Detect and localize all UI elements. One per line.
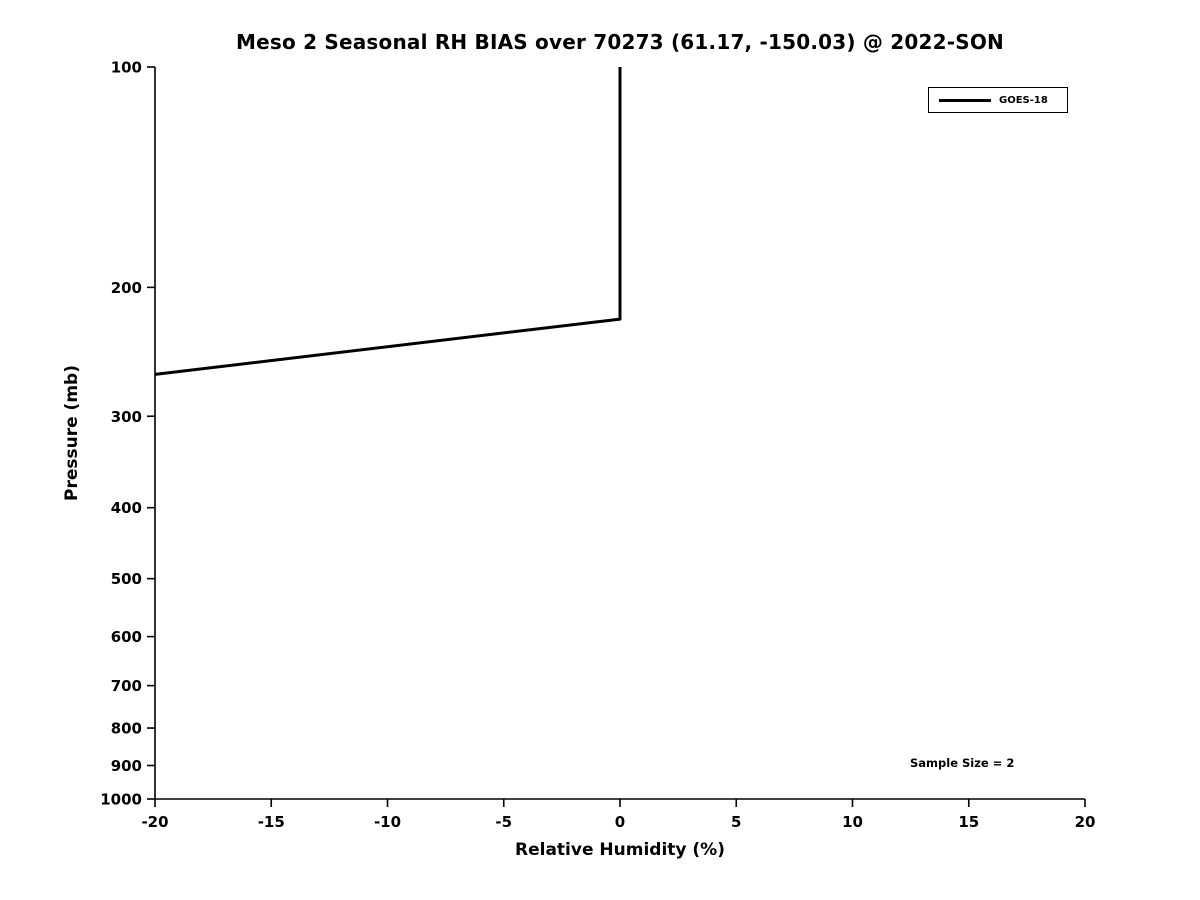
y-tick-label: 700 [111,677,142,695]
x-tick-label: 20 [1075,813,1096,831]
y-tick-label: 1000 [100,791,142,809]
y-tick-label: 200 [111,279,142,297]
x-tick-label: -15 [258,813,285,831]
y-tick-label: 600 [111,628,142,646]
x-axis-label: Relative Humidity (%) [515,840,725,860]
x-tick-label: 5 [731,813,741,831]
y-tick-label: 800 [111,720,142,738]
legend-line-icon [939,98,991,102]
x-tick-label: -5 [495,813,512,831]
x-tick-label: -20 [141,813,168,831]
x-tick-label: 10 [842,813,863,831]
chart-title: Meso 2 Seasonal RH BIAS over 70273 (61.1… [236,30,1004,54]
y-tick-label: 400 [111,499,142,517]
y-tick-label: 500 [111,570,142,588]
legend-entry-label: GOES-18 [999,94,1048,106]
y-tick-label: 100 [111,59,142,77]
y-tick-label: 900 [111,757,142,775]
x-tick-label: 15 [958,813,979,831]
legend: GOES-18 [928,87,1068,113]
y-tick-label: 300 [111,408,142,426]
sample-size-annotation: Sample Size = 2 [910,756,1015,770]
x-tick-label: -10 [374,813,401,831]
series-line-GOES-18 [154,67,622,376]
x-tick-label: 0 [615,813,625,831]
